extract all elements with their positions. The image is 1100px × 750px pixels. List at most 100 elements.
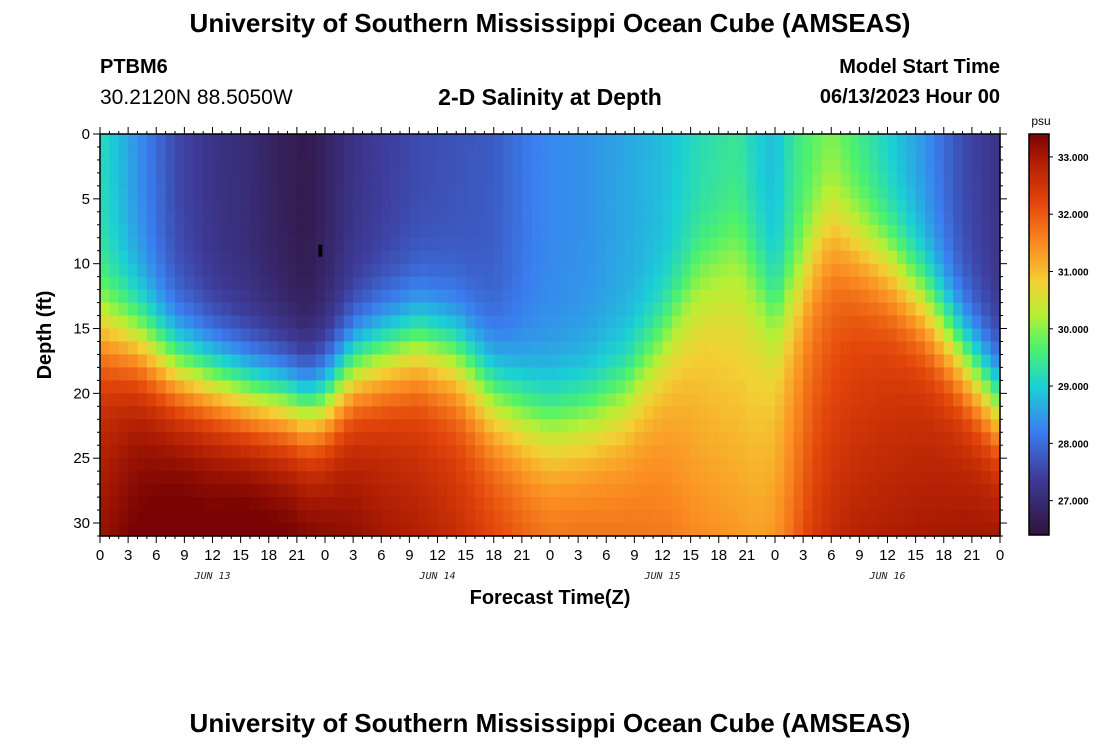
heatmap-cell — [906, 510, 917, 524]
heatmap-cell — [775, 484, 785, 498]
heatmap-cell — [953, 198, 964, 213]
heatmap-cell — [568, 458, 579, 472]
heatmap-cell — [859, 211, 870, 226]
heatmap-cell — [587, 380, 598, 394]
heatmap-cell — [156, 497, 167, 511]
heatmap-cell — [793, 458, 804, 472]
heatmap-cell — [784, 419, 795, 433]
heatmap-cell — [418, 315, 429, 330]
heatmap-cell — [343, 315, 354, 330]
heatmap-cell — [765, 523, 776, 537]
heatmap-cell — [493, 497, 504, 511]
heatmap-cell — [371, 419, 382, 433]
heatmap-cell — [559, 315, 570, 330]
heatmap-cell — [775, 380, 785, 394]
heatmap-cell — [906, 237, 917, 252]
heatmap-cell — [803, 393, 814, 407]
heatmap-cell — [878, 393, 889, 407]
heatmap-cell — [568, 419, 579, 433]
heatmap-cell — [700, 276, 710, 291]
heatmap-cell — [428, 445, 439, 459]
heatmap-cell — [831, 380, 842, 394]
heatmap-cell — [578, 354, 589, 369]
heatmap-cell — [981, 354, 992, 369]
heatmap-cell — [175, 224, 185, 239]
heatmap-cell — [240, 224, 251, 239]
heatmap-cell — [118, 510, 129, 524]
heatmap-cell — [878, 289, 889, 304]
heatmap-cell — [765, 510, 776, 524]
heatmap-cell — [334, 510, 345, 524]
heatmap-cell — [212, 380, 223, 394]
heatmap-cell — [596, 146, 607, 161]
heatmap-cell — [728, 250, 739, 265]
heatmap-cell — [718, 393, 729, 407]
heatmap-cell — [962, 393, 973, 407]
heatmap-cell — [981, 445, 992, 459]
heatmap-cell — [493, 354, 504, 369]
heatmap-cell — [625, 484, 635, 498]
heatmap-cell — [578, 134, 589, 148]
heatmap-cell — [362, 419, 373, 433]
heatmap-cell — [184, 432, 195, 446]
heatmap-cell — [756, 146, 767, 161]
heatmap-cell — [221, 224, 232, 239]
heatmap-cell — [418, 250, 429, 265]
heatmap-cell — [184, 315, 195, 330]
heatmap-cell — [746, 510, 757, 524]
heatmap-cell — [409, 263, 420, 278]
heatmap-cell — [953, 341, 964, 356]
heatmap-cell — [981, 172, 992, 187]
heatmap-cell — [840, 523, 851, 537]
heatmap-cell — [334, 211, 345, 226]
heatmap-cell — [868, 276, 879, 291]
heatmap-cell — [100, 185, 110, 200]
heatmap-cell — [606, 497, 617, 511]
heatmap-cell — [156, 419, 167, 433]
heatmap-cell — [962, 354, 973, 369]
heatmap-cell — [287, 276, 298, 291]
heatmap-cell — [578, 276, 589, 291]
heatmap-cell — [371, 367, 382, 381]
heatmap-cell — [906, 432, 917, 446]
heatmap-cell — [915, 263, 926, 278]
heatmap-cell — [775, 354, 785, 369]
heatmap-cell — [981, 380, 992, 394]
heatmap-cell — [906, 419, 917, 433]
heatmap-cell — [400, 367, 410, 381]
heatmap-cell — [156, 367, 167, 381]
heatmap-cell — [184, 146, 195, 161]
heatmap-cell — [606, 289, 617, 304]
heatmap-cell — [475, 276, 485, 291]
heatmap-cell — [568, 510, 579, 524]
heatmap-cell — [531, 237, 542, 252]
heatmap-cell — [456, 484, 467, 498]
heatmap-cell — [615, 471, 626, 485]
heatmap-cell — [953, 237, 964, 252]
heatmap-cell — [803, 497, 814, 511]
heatmap-cell — [662, 354, 673, 369]
heatmap-cell — [268, 315, 279, 330]
heatmap-cell — [381, 406, 392, 420]
heatmap-cell — [400, 380, 410, 394]
heatmap-cell — [625, 172, 635, 187]
heatmap-cell — [409, 484, 420, 498]
heatmap-cell — [146, 354, 157, 369]
heatmap-cell — [850, 134, 860, 148]
heatmap-cell — [981, 328, 992, 343]
heatmap-cell — [896, 497, 907, 511]
heatmap-cell — [934, 315, 945, 330]
x-tick-label: 0 — [771, 547, 779, 564]
heatmap-cell — [521, 159, 532, 174]
heatmap-cell — [868, 250, 879, 265]
heatmap-cell — [240, 289, 251, 304]
heatmap-cell — [278, 328, 289, 343]
heatmap-cell — [728, 302, 739, 317]
heatmap-cell — [203, 237, 214, 252]
heatmap-cell — [962, 484, 973, 498]
heatmap-cell — [653, 419, 664, 433]
heatmap-cell — [868, 445, 879, 459]
heatmap-cell — [156, 445, 167, 459]
heatmap-cell — [681, 237, 692, 252]
heatmap-cell — [662, 471, 673, 485]
